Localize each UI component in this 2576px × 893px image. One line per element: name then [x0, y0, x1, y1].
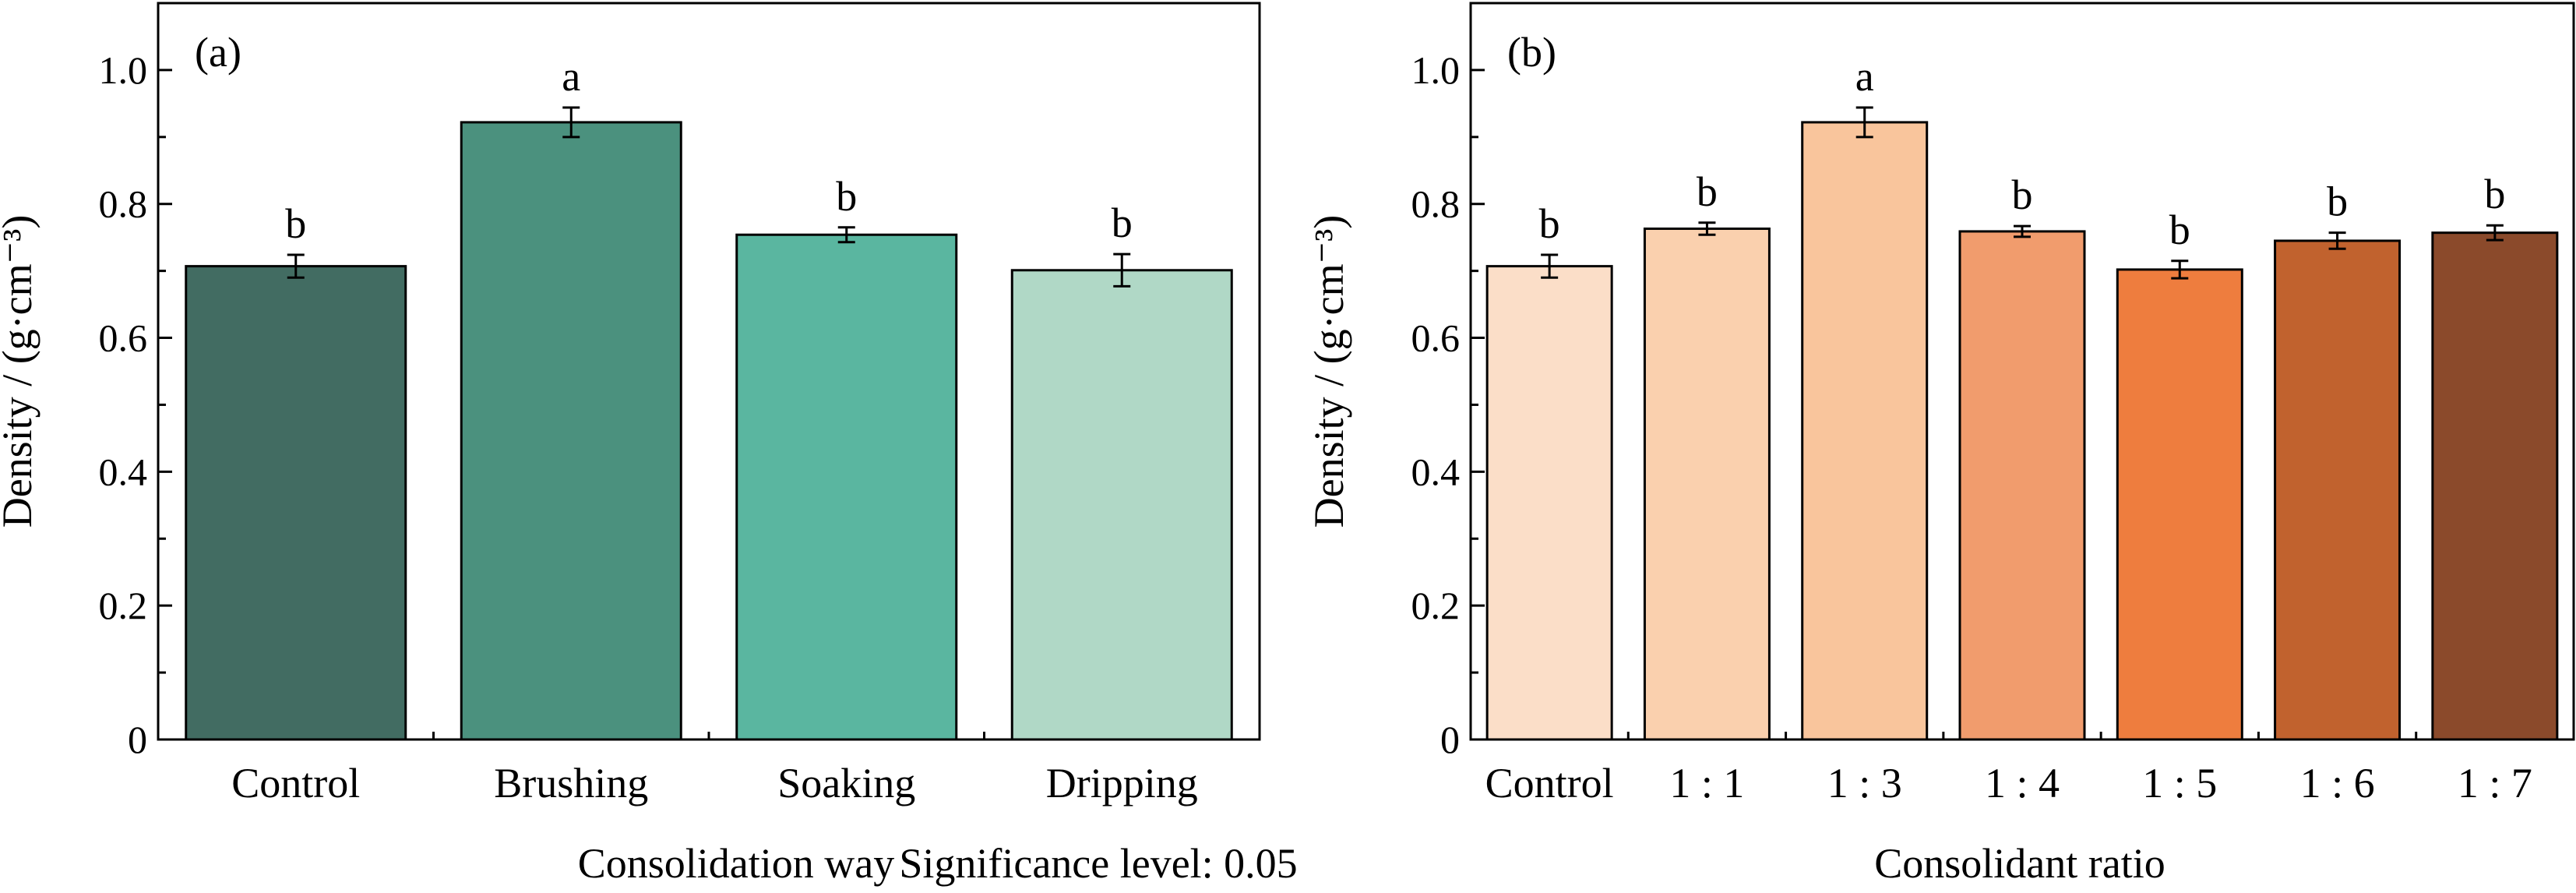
x-axis-title: Consolidation way — [578, 840, 894, 887]
y-tick-label: 0.8 — [99, 182, 148, 226]
category-label: 1 : 3 — [1827, 760, 1902, 807]
y-tick-label: 0 — [128, 718, 147, 761]
panel-label: (a) — [195, 29, 241, 76]
panel-b-chart: 0 0.2 0.4 0.6 0.8 1.0 b Control b 1 : 1 a 1 : 3 b 1 :… — [1306, 2, 2575, 887]
significance-letter: b — [2012, 171, 2033, 218]
y-tick-label: 0.4 — [1411, 450, 1461, 493]
x-axis-title: Consolidant ratio — [1874, 840, 2165, 887]
significance-letter: b — [836, 173, 857, 220]
bar — [1010, 269, 1233, 741]
significance-letter: b — [1697, 168, 1718, 215]
significance-letter: b — [2169, 206, 2190, 253]
category-label: Brushing — [494, 760, 648, 807]
significance-letter: b — [1112, 199, 1133, 246]
y-tick-label: 0.8 — [1411, 182, 1461, 226]
y-tick-label: 0 — [1440, 718, 1460, 761]
significance-letter: b — [2484, 171, 2505, 217]
significance-letter: a — [562, 53, 580, 100]
bar — [1801, 121, 1929, 741]
category-label: 1 : 4 — [1985, 760, 2060, 807]
y-tick-label: 0.2 — [1411, 584, 1461, 627]
category-label: 1 : 1 — [1669, 760, 1744, 807]
significance-note: Significance level: 0.05 — [899, 840, 1297, 887]
y-axis-title: Density / (g·cm⁻³) — [1306, 215, 1352, 528]
significance-letter: b — [285, 200, 306, 247]
bar — [1485, 265, 1613, 741]
category-label: Control — [1485, 760, 1614, 807]
bar — [2116, 268, 2243, 741]
significance-letter: b — [2327, 178, 2348, 225]
category-label: 1 : 6 — [2300, 760, 2375, 807]
bar — [1958, 230, 2086, 741]
y-tick-label: 0.2 — [99, 584, 148, 627]
category-label: 1 : 5 — [2142, 760, 2217, 807]
y-tick-label: 0.4 — [99, 450, 148, 493]
significance-letter: b — [1539, 200, 1560, 247]
significance-letter: a — [1855, 53, 1874, 100]
category-label: Soaking — [777, 760, 915, 807]
y-tick-label: 1.0 — [99, 48, 148, 92]
bar — [2431, 231, 2559, 741]
bar — [2274, 239, 2402, 741]
bar — [460, 121, 682, 741]
panel-a-chart: 0 0.2 0.4 0.6 0.8 1.0 b Control a Brushing b Soakin… — [0, 2, 1261, 887]
category-label: Dripping — [1046, 760, 1198, 807]
bar — [1643, 228, 1771, 741]
category-label: 1 : 7 — [2458, 760, 2532, 807]
panel-label: (b) — [1507, 29, 1556, 76]
bar — [735, 233, 958, 741]
y-tick-label: 0.6 — [99, 316, 148, 360]
bar — [185, 265, 407, 741]
category-label: Control — [231, 760, 360, 807]
y-axis-title: Density / (g·cm⁻³) — [0, 215, 41, 528]
y-tick-label: 1.0 — [1411, 48, 1461, 92]
y-tick-label: 0.6 — [1411, 316, 1461, 360]
